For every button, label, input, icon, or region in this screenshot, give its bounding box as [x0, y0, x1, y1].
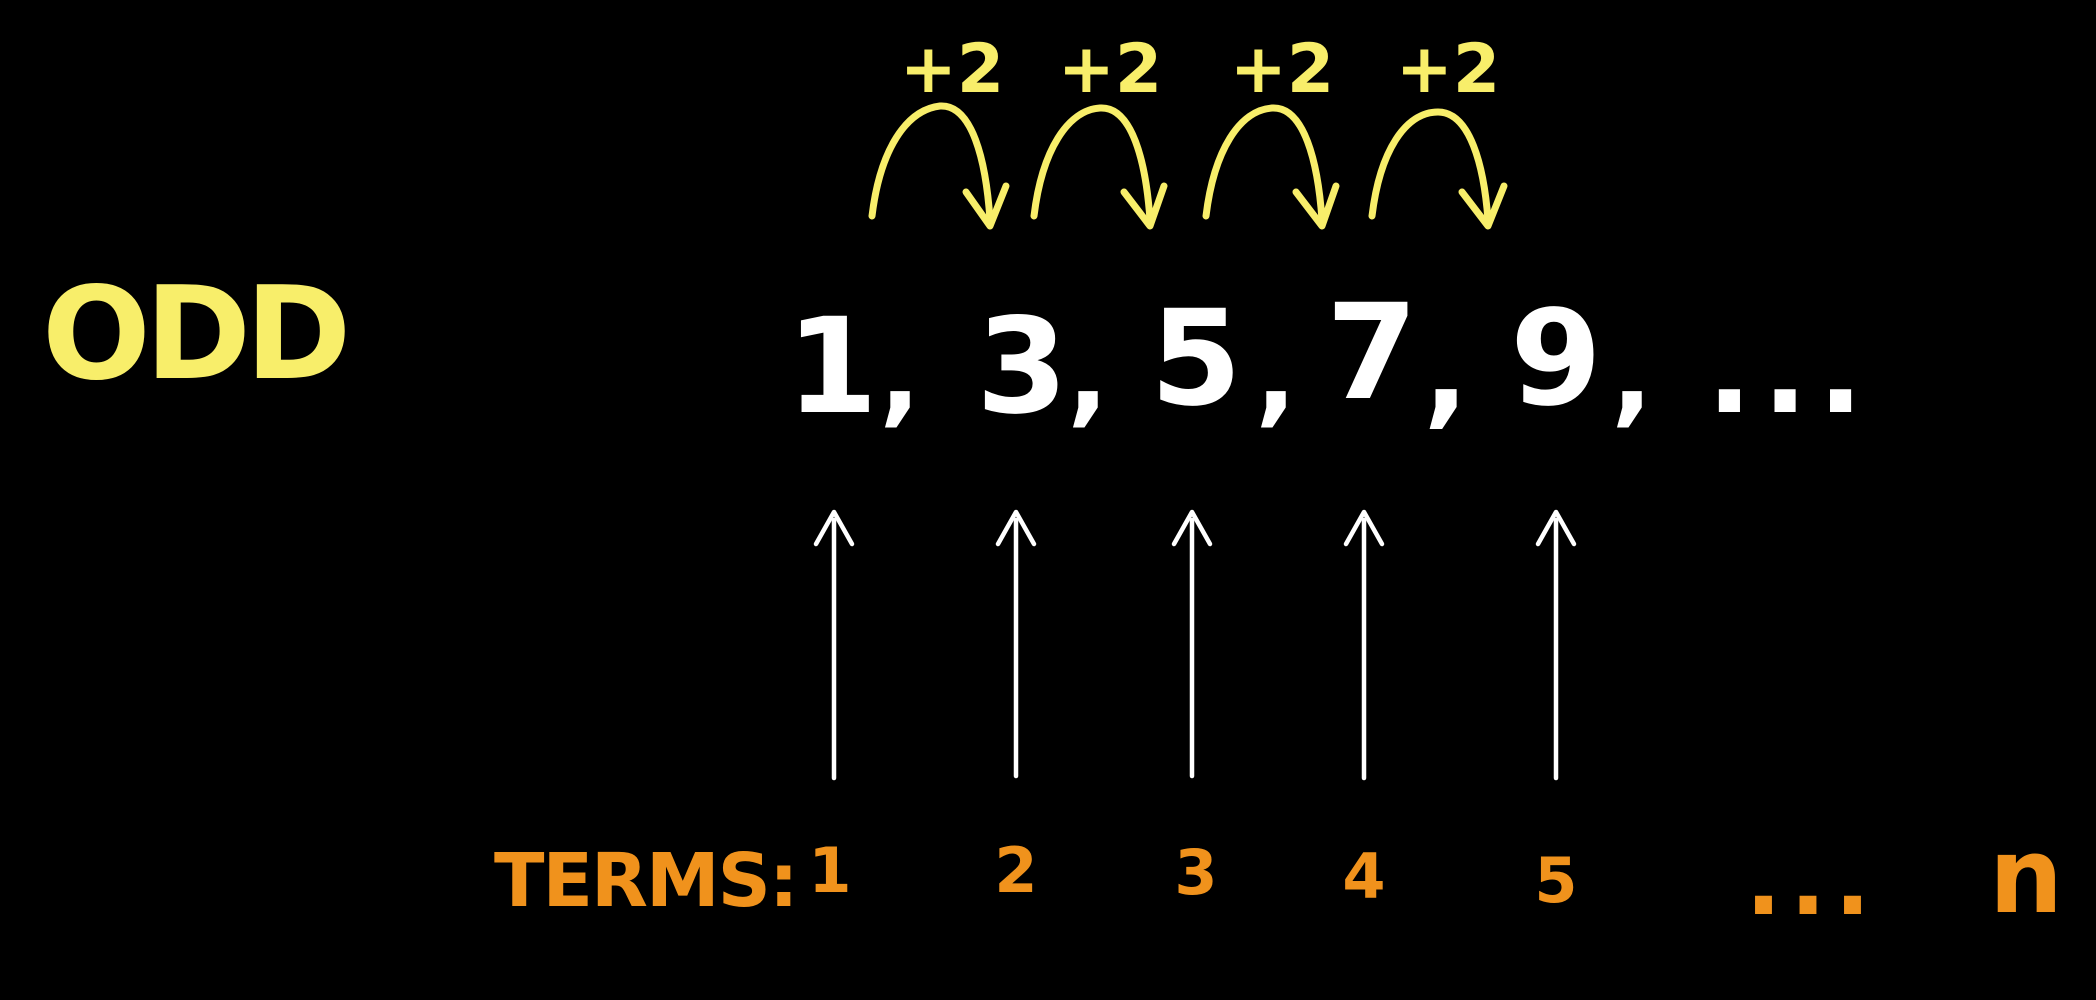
- up-arrow-icon: [1343, 509, 1385, 781]
- term-index-4: 4: [1342, 840, 1385, 913]
- sequence-separator-4: ,: [1423, 302, 1469, 441]
- odd-heading: ODD: [42, 260, 345, 409]
- terms-label: TERMS:: [494, 838, 797, 924]
- step-label-3: +2: [1230, 30, 1334, 109]
- hop-arrow-icon: [868, 102, 1010, 230]
- term-index-2: 2: [994, 834, 1037, 907]
- sequence-separator-1: ,: [879, 310, 921, 438]
- hop-arrow-icon: [1368, 108, 1508, 230]
- sequence-separator-3: ,: [1255, 310, 1297, 438]
- sequence-separator-5: ,: [1611, 310, 1653, 438]
- up-arrow-icon: [995, 509, 1037, 779]
- terms-ellipsis: ...: [1745, 825, 1878, 937]
- sequence-term-4: 7: [1326, 276, 1418, 430]
- hop-arrow-icon: [1030, 104, 1168, 230]
- up-arrow-icon: [1535, 509, 1577, 781]
- term-index-1: 1: [808, 834, 851, 907]
- sequence-ellipsis: ...: [1707, 302, 1874, 441]
- sequence-separator-2: ,: [1067, 310, 1109, 438]
- step-label-1: +2: [900, 30, 1004, 109]
- sequence-term-2: 3: [976, 290, 1068, 444]
- step-label-2: +2: [1058, 30, 1162, 109]
- hop-arrow-icon: [1202, 104, 1340, 230]
- term-index-n: n: [1989, 815, 2063, 937]
- step-label-4: +2: [1396, 30, 1500, 109]
- sequence-term-5: 9: [1510, 282, 1602, 436]
- term-index-3: 3: [1174, 836, 1217, 909]
- up-arrow-icon: [1171, 509, 1213, 779]
- sequence-term-1: 1: [786, 290, 878, 444]
- term-index-5: 5: [1534, 844, 1577, 917]
- up-arrow-icon: [813, 509, 855, 781]
- sequence-term-3: 5: [1150, 282, 1242, 436]
- step-arrows: [868, 102, 1508, 230]
- term-pointer-arrows: [813, 509, 1577, 781]
